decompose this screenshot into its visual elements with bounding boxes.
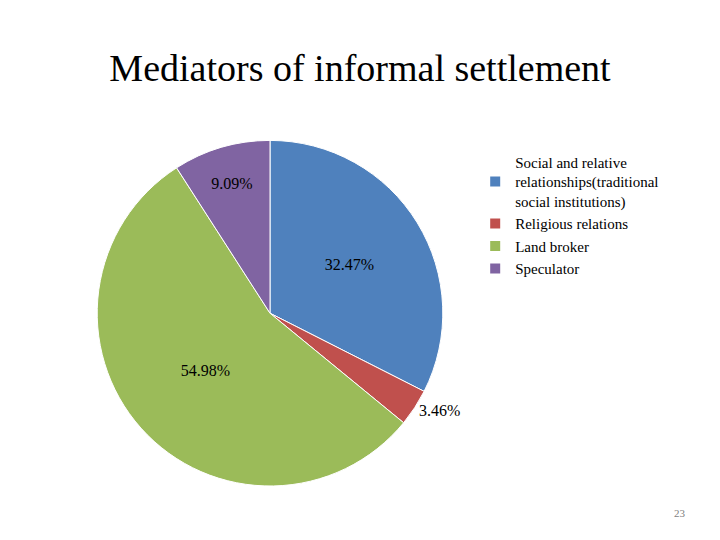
svg-text:3.46%: 3.46%	[419, 402, 460, 419]
svg-text:Land broker: Land broker	[515, 239, 589, 255]
svg-text:9.09%: 9.09%	[211, 175, 252, 192]
svg-text:Social and relativerelationshi: Social and relativerelationships(traditi…	[515, 155, 658, 211]
svg-text:Speculator: Speculator	[515, 261, 579, 277]
svg-text:23: 23	[674, 507, 686, 519]
svg-text:Mediators of informal settleme: Mediators of informal settlement	[109, 47, 611, 89]
svg-text:Religious relations: Religious relations	[515, 216, 628, 232]
svg-text:32.47%: 32.47%	[325, 256, 374, 273]
svg-text:54.98%: 54.98%	[181, 362, 230, 379]
